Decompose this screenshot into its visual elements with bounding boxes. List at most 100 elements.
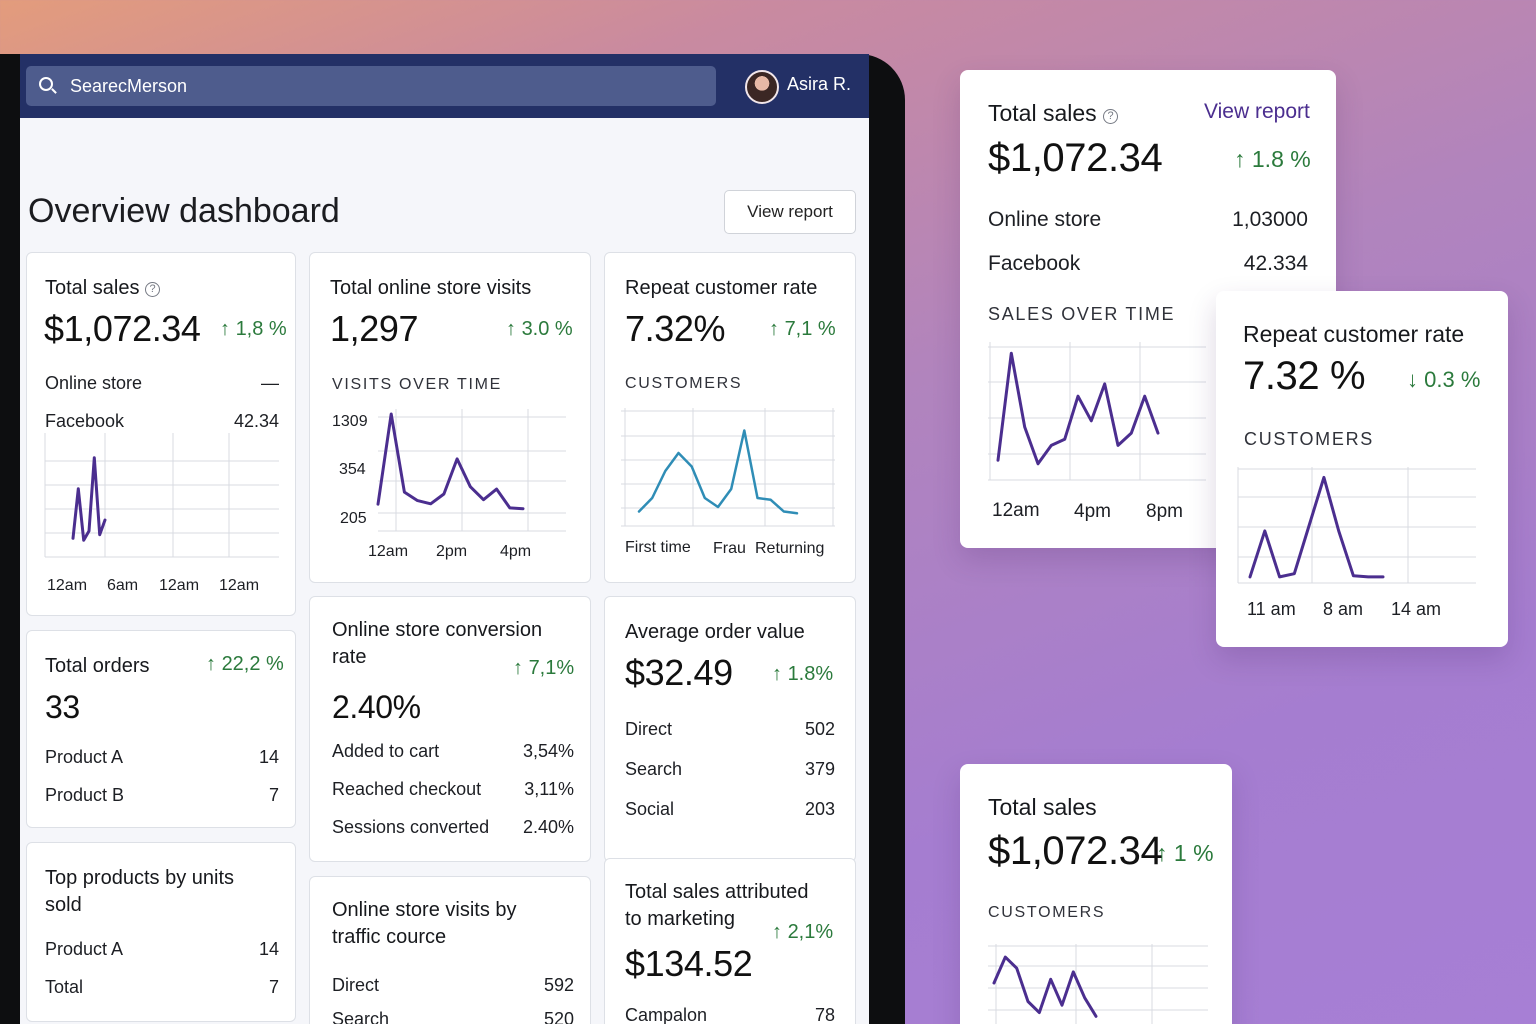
added-to-cart-label: Added to cart [332, 741, 440, 761]
aov-value: $32.49 [625, 652, 733, 693]
dashboard-screen: SearecMerson Asira R. Overview dashboard… [20, 54, 869, 1024]
axis-label: 12am [47, 577, 88, 594]
bottom-customers-chart [988, 944, 1208, 1024]
search-icon [39, 77, 53, 91]
facebook-value: 42.34 [233, 411, 279, 431]
search-label: Search [625, 759, 683, 779]
conversion-value: 2.40% [332, 689, 421, 725]
total-sales-chart [44, 433, 279, 558]
orders-change: ↑ 22,2 % [206, 653, 284, 675]
conversion-change: ↑ 7,1% [513, 657, 575, 679]
campaign-label: Campalon [625, 1005, 708, 1024]
axis-label: 12am [159, 577, 200, 594]
bottom-sales-title: Total sales [988, 794, 1097, 820]
chart-line-series [996, 351, 1160, 466]
floating-repeat-value: 7.32 % [1243, 354, 1366, 398]
y-tick: 1309 [332, 413, 368, 430]
floating-sales-title: Total sales ? [988, 98, 1119, 129]
repeat-customer-card[interactable]: Repeat customer rate 7.32% ↑ 7,1 % CUSTO… [604, 252, 856, 583]
conversion-rate-card[interactable]: Online store conversion rate ↑ 7,1% 2.40%… [309, 596, 591, 862]
chart-line-series [637, 429, 799, 515]
floating-online-store-value: 1,03000 [1232, 208, 1308, 231]
top-total-label: Total [45, 977, 84, 997]
view-report-button[interactable]: View report [724, 190, 856, 234]
top-product-a-value: 14 [258, 939, 279, 959]
campaign-value: 78 [814, 1005, 835, 1024]
marketing-value: $134.52 [625, 943, 753, 984]
axis-label: 14 am [1391, 599, 1442, 619]
direct-label: Direct [625, 719, 673, 739]
chart-line-series [1248, 475, 1385, 579]
top-total-value: 7 [268, 977, 279, 997]
axis-label: First time [625, 539, 691, 556]
aov-change: ↑ 1.8% [772, 663, 834, 685]
product-b-label: Product B [45, 785, 125, 805]
top-product-a-label: Product A [45, 939, 124, 959]
social-value: 203 [804, 799, 835, 819]
conversion-title: Online store conversion rate [332, 619, 543, 668]
product-a-label: Product A [45, 747, 124, 767]
total-orders-card[interactable]: Total orders ↑ 22,2 % 33 Product A 14 Pr… [26, 630, 296, 828]
y-tick: 354 [339, 461, 366, 478]
total-sales-card[interactable]: Total sales ? $1,072.34 ↑ 1,8 % Online s… [26, 252, 296, 616]
total-sales-title: Total sales ? [45, 275, 161, 302]
page-title: Overview dashboard [28, 192, 340, 230]
bottom-sales-value: $1,072.34 [988, 829, 1163, 873]
help-icon: ? [1103, 109, 1119, 124]
aov-title: Average order value [625, 621, 805, 643]
traffic-source-card[interactable]: Online store visits by traffic cource Dir… [309, 876, 591, 1024]
axis-label: 8pm [1146, 501, 1183, 522]
direct-value: 502 [804, 719, 835, 739]
traffic-search-label: Search [332, 1009, 390, 1024]
product-b-value: 7 [268, 785, 279, 805]
axis-label: 12am [992, 500, 1040, 521]
customers-label: CUSTOMERS [625, 375, 743, 392]
orders-value: 33 [45, 689, 80, 725]
online-store-value: — [261, 373, 279, 393]
chart-line-series [376, 412, 525, 511]
top-products-card[interactable]: Top products by units sold Product A 14 T… [26, 842, 296, 1022]
axis-label: 12am [219, 577, 260, 594]
repeat-change: ↑ 7,1 % [769, 318, 836, 340]
online-store-visits-card[interactable]: Total online store visits 1,297 ↑ 3.0 % … [309, 252, 591, 583]
axis-label: Returning [755, 540, 825, 557]
sales-over-time-label: SALES OVER TIME [988, 304, 1176, 324]
axis-label: 4pm [1074, 501, 1111, 522]
visits-change: ↑ 3.0 % [506, 318, 573, 340]
search-input[interactable]: SearecMerson [26, 66, 716, 106]
chart-line-series [992, 955, 1098, 1018]
axis-label: 2pm [436, 543, 468, 560]
chart-line-series [71, 456, 107, 542]
floating-customers-label: CUSTOMERS [1244, 429, 1374, 449]
y-tick: 205 [340, 510, 367, 527]
floating-sales-chart [988, 342, 1206, 481]
sessions-converted-value: 2.40% [522, 817, 574, 837]
floating-online-store-label: Online store [988, 208, 1102, 231]
total-sales-change: ↑ 1,8 % [220, 318, 287, 340]
floating-facebook-label: Facebook [988, 252, 1081, 275]
search-text: SearecMerson [70, 76, 188, 96]
bottom-sales-change: ↑ 1 % [1156, 840, 1214, 866]
floating-repeat-chart [1237, 467, 1476, 584]
marketing-title: Total sales attributed to marketing [625, 881, 809, 930]
floating-facebook-value: 42.334 [1243, 252, 1308, 275]
floating-bottom-sales-card[interactable]: Total sales $1,072.34 ↑ 1 % CUSTOMERS [960, 764, 1232, 1024]
floating-view-report-link[interactable]: View report [1204, 100, 1310, 123]
traffic-direct-label: Direct [332, 975, 380, 995]
marketing-sales-card[interactable]: Total sales attributed to marketing ↑ 2,1… [604, 858, 856, 1024]
axis-label: 4pm [500, 543, 532, 560]
floating-repeat-customer-card[interactable]: Repeat customer rate 7.32 % ↓ 0.3 % CUST… [1216, 291, 1508, 647]
traffic-title: Online store visits by traffic cource [332, 899, 517, 948]
average-order-value-card[interactable]: Average order value $32.49 ↑ 1.8% Direct… [604, 596, 856, 862]
total-sales-value: $1,072.34 [44, 308, 201, 349]
marketing-change: ↑ 2,1% [772, 921, 834, 943]
visits-title: Total online store visits [330, 277, 532, 299]
repeat-title: Repeat customer rate [625, 277, 818, 299]
axis-label: 11 am [1247, 599, 1296, 619]
floating-repeat-change: ↓ 0.3 % [1407, 367, 1481, 392]
user-name[interactable]: Asira R. [787, 74, 852, 94]
repeat-customer-chart [621, 408, 835, 527]
axis-label: 8 am [1323, 599, 1364, 619]
axis-label: 12am [368, 543, 409, 560]
avatar[interactable] [745, 70, 779, 104]
